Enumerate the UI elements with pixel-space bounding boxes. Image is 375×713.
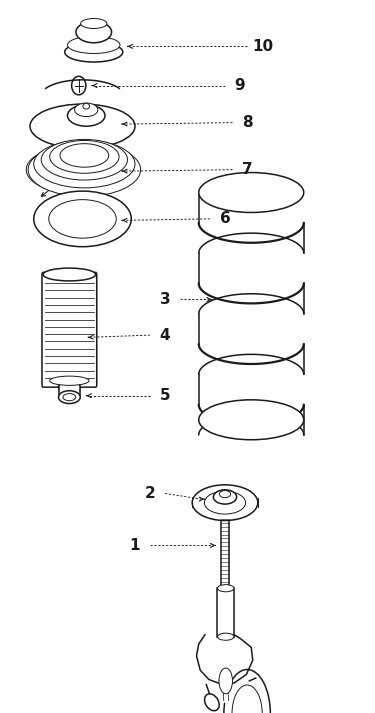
Circle shape bbox=[224, 670, 270, 713]
Ellipse shape bbox=[204, 491, 246, 514]
Bar bbox=[58, 386, 80, 397]
Ellipse shape bbox=[36, 149, 129, 190]
Ellipse shape bbox=[217, 585, 234, 592]
Text: 3: 3 bbox=[160, 292, 170, 307]
Text: 1: 1 bbox=[130, 538, 140, 553]
Ellipse shape bbox=[58, 381, 80, 394]
Ellipse shape bbox=[75, 103, 98, 117]
Text: 6: 6 bbox=[220, 211, 230, 227]
Text: 2: 2 bbox=[145, 486, 155, 501]
Ellipse shape bbox=[50, 140, 119, 173]
Ellipse shape bbox=[213, 490, 237, 504]
Ellipse shape bbox=[83, 103, 90, 109]
Circle shape bbox=[219, 668, 232, 694]
Bar bbox=[221, 517, 229, 595]
Circle shape bbox=[232, 685, 262, 713]
Ellipse shape bbox=[50, 376, 89, 385]
Ellipse shape bbox=[54, 157, 111, 183]
Text: 9: 9 bbox=[235, 78, 245, 93]
Ellipse shape bbox=[58, 391, 80, 404]
Text: 5: 5 bbox=[160, 388, 170, 404]
Ellipse shape bbox=[34, 191, 131, 247]
Ellipse shape bbox=[64, 42, 123, 62]
Ellipse shape bbox=[81, 19, 107, 29]
Ellipse shape bbox=[217, 633, 234, 640]
Ellipse shape bbox=[199, 400, 304, 440]
Ellipse shape bbox=[219, 491, 231, 498]
Ellipse shape bbox=[64, 161, 101, 178]
Ellipse shape bbox=[30, 104, 135, 148]
Ellipse shape bbox=[49, 200, 116, 238]
Ellipse shape bbox=[68, 105, 105, 126]
Ellipse shape bbox=[63, 394, 76, 401]
Text: 8: 8 bbox=[242, 115, 253, 130]
Text: 10: 10 bbox=[252, 39, 273, 54]
Ellipse shape bbox=[34, 140, 135, 188]
FancyBboxPatch shape bbox=[42, 272, 97, 387]
Ellipse shape bbox=[26, 145, 139, 195]
Ellipse shape bbox=[68, 36, 120, 53]
Ellipse shape bbox=[45, 153, 120, 186]
Ellipse shape bbox=[204, 694, 219, 711]
Ellipse shape bbox=[28, 143, 141, 196]
Ellipse shape bbox=[192, 485, 258, 520]
Ellipse shape bbox=[60, 144, 109, 167]
Ellipse shape bbox=[72, 76, 86, 95]
Ellipse shape bbox=[41, 140, 128, 180]
Ellipse shape bbox=[199, 173, 304, 212]
Ellipse shape bbox=[43, 268, 96, 281]
Bar bbox=[217, 588, 234, 637]
Text: 4: 4 bbox=[160, 327, 170, 343]
Ellipse shape bbox=[76, 21, 112, 43]
Text: 7: 7 bbox=[242, 162, 253, 178]
